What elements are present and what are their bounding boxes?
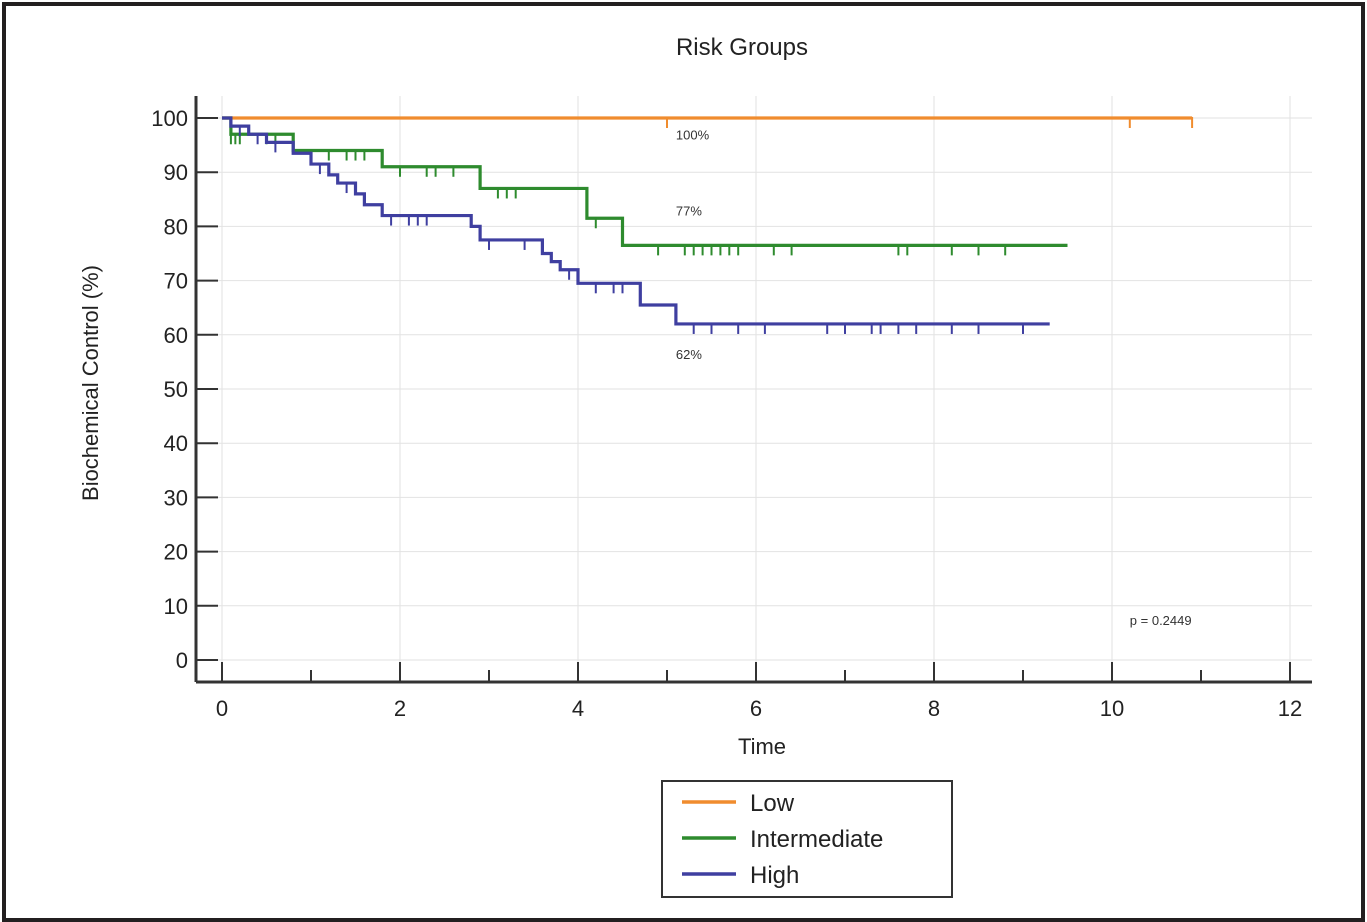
y-tick-label: 30 xyxy=(164,485,188,510)
y-axis-label: Biochemical Control (%) xyxy=(78,265,103,501)
y-tick-label: 60 xyxy=(164,323,188,348)
y-tick-label: 40 xyxy=(164,431,188,456)
x-axis-label: Time xyxy=(738,734,786,759)
x-tick-label: 12 xyxy=(1278,696,1302,721)
series-line-high xyxy=(222,116,1050,326)
y-tick-label: 100 xyxy=(151,106,188,131)
annotation-label: p = 0.2449 xyxy=(1130,613,1192,628)
x-tick-label: 0 xyxy=(216,696,228,721)
grid-lines xyxy=(196,96,1312,682)
annotation-label: 100% xyxy=(676,128,710,143)
annotation-label: 77% xyxy=(676,204,702,219)
chart-title: Risk Groups xyxy=(676,34,808,61)
x-tick-label: 10 xyxy=(1100,696,1124,721)
annotation-label: 62% xyxy=(676,347,702,362)
series-line-intermediate xyxy=(222,116,1068,247)
x-tick-label: 2 xyxy=(394,696,406,721)
legend-label-intermediate: Intermediate xyxy=(750,826,883,853)
y-tick-label: 0 xyxy=(176,648,188,673)
x-tick-label: 4 xyxy=(572,696,584,721)
x-tick-label: 6 xyxy=(750,696,762,721)
y-tick-label: 70 xyxy=(164,269,188,294)
series-high xyxy=(222,116,1050,334)
annotations: 100% 77% 62% p = 0.2449 xyxy=(676,128,1192,628)
series-low xyxy=(222,116,1194,128)
y-tick-label: 90 xyxy=(164,160,188,185)
y-tick-label: 20 xyxy=(164,540,188,565)
x-tick-label: 8 xyxy=(928,696,940,721)
y-tick-label: 10 xyxy=(164,594,188,619)
legend: Low Intermediate High xyxy=(661,780,953,898)
series-group xyxy=(222,116,1194,334)
legend-label-low: Low xyxy=(750,790,795,817)
y-tick-label: 50 xyxy=(164,377,188,402)
legend-label-high: High xyxy=(750,862,799,889)
y-tick-label: 80 xyxy=(164,214,188,239)
axes: 0 10 20 30 40 50 60 70 80 90 100 0 2 4 6 8 10 12 xyxy=(151,96,1312,721)
series-intermediate xyxy=(222,116,1068,256)
